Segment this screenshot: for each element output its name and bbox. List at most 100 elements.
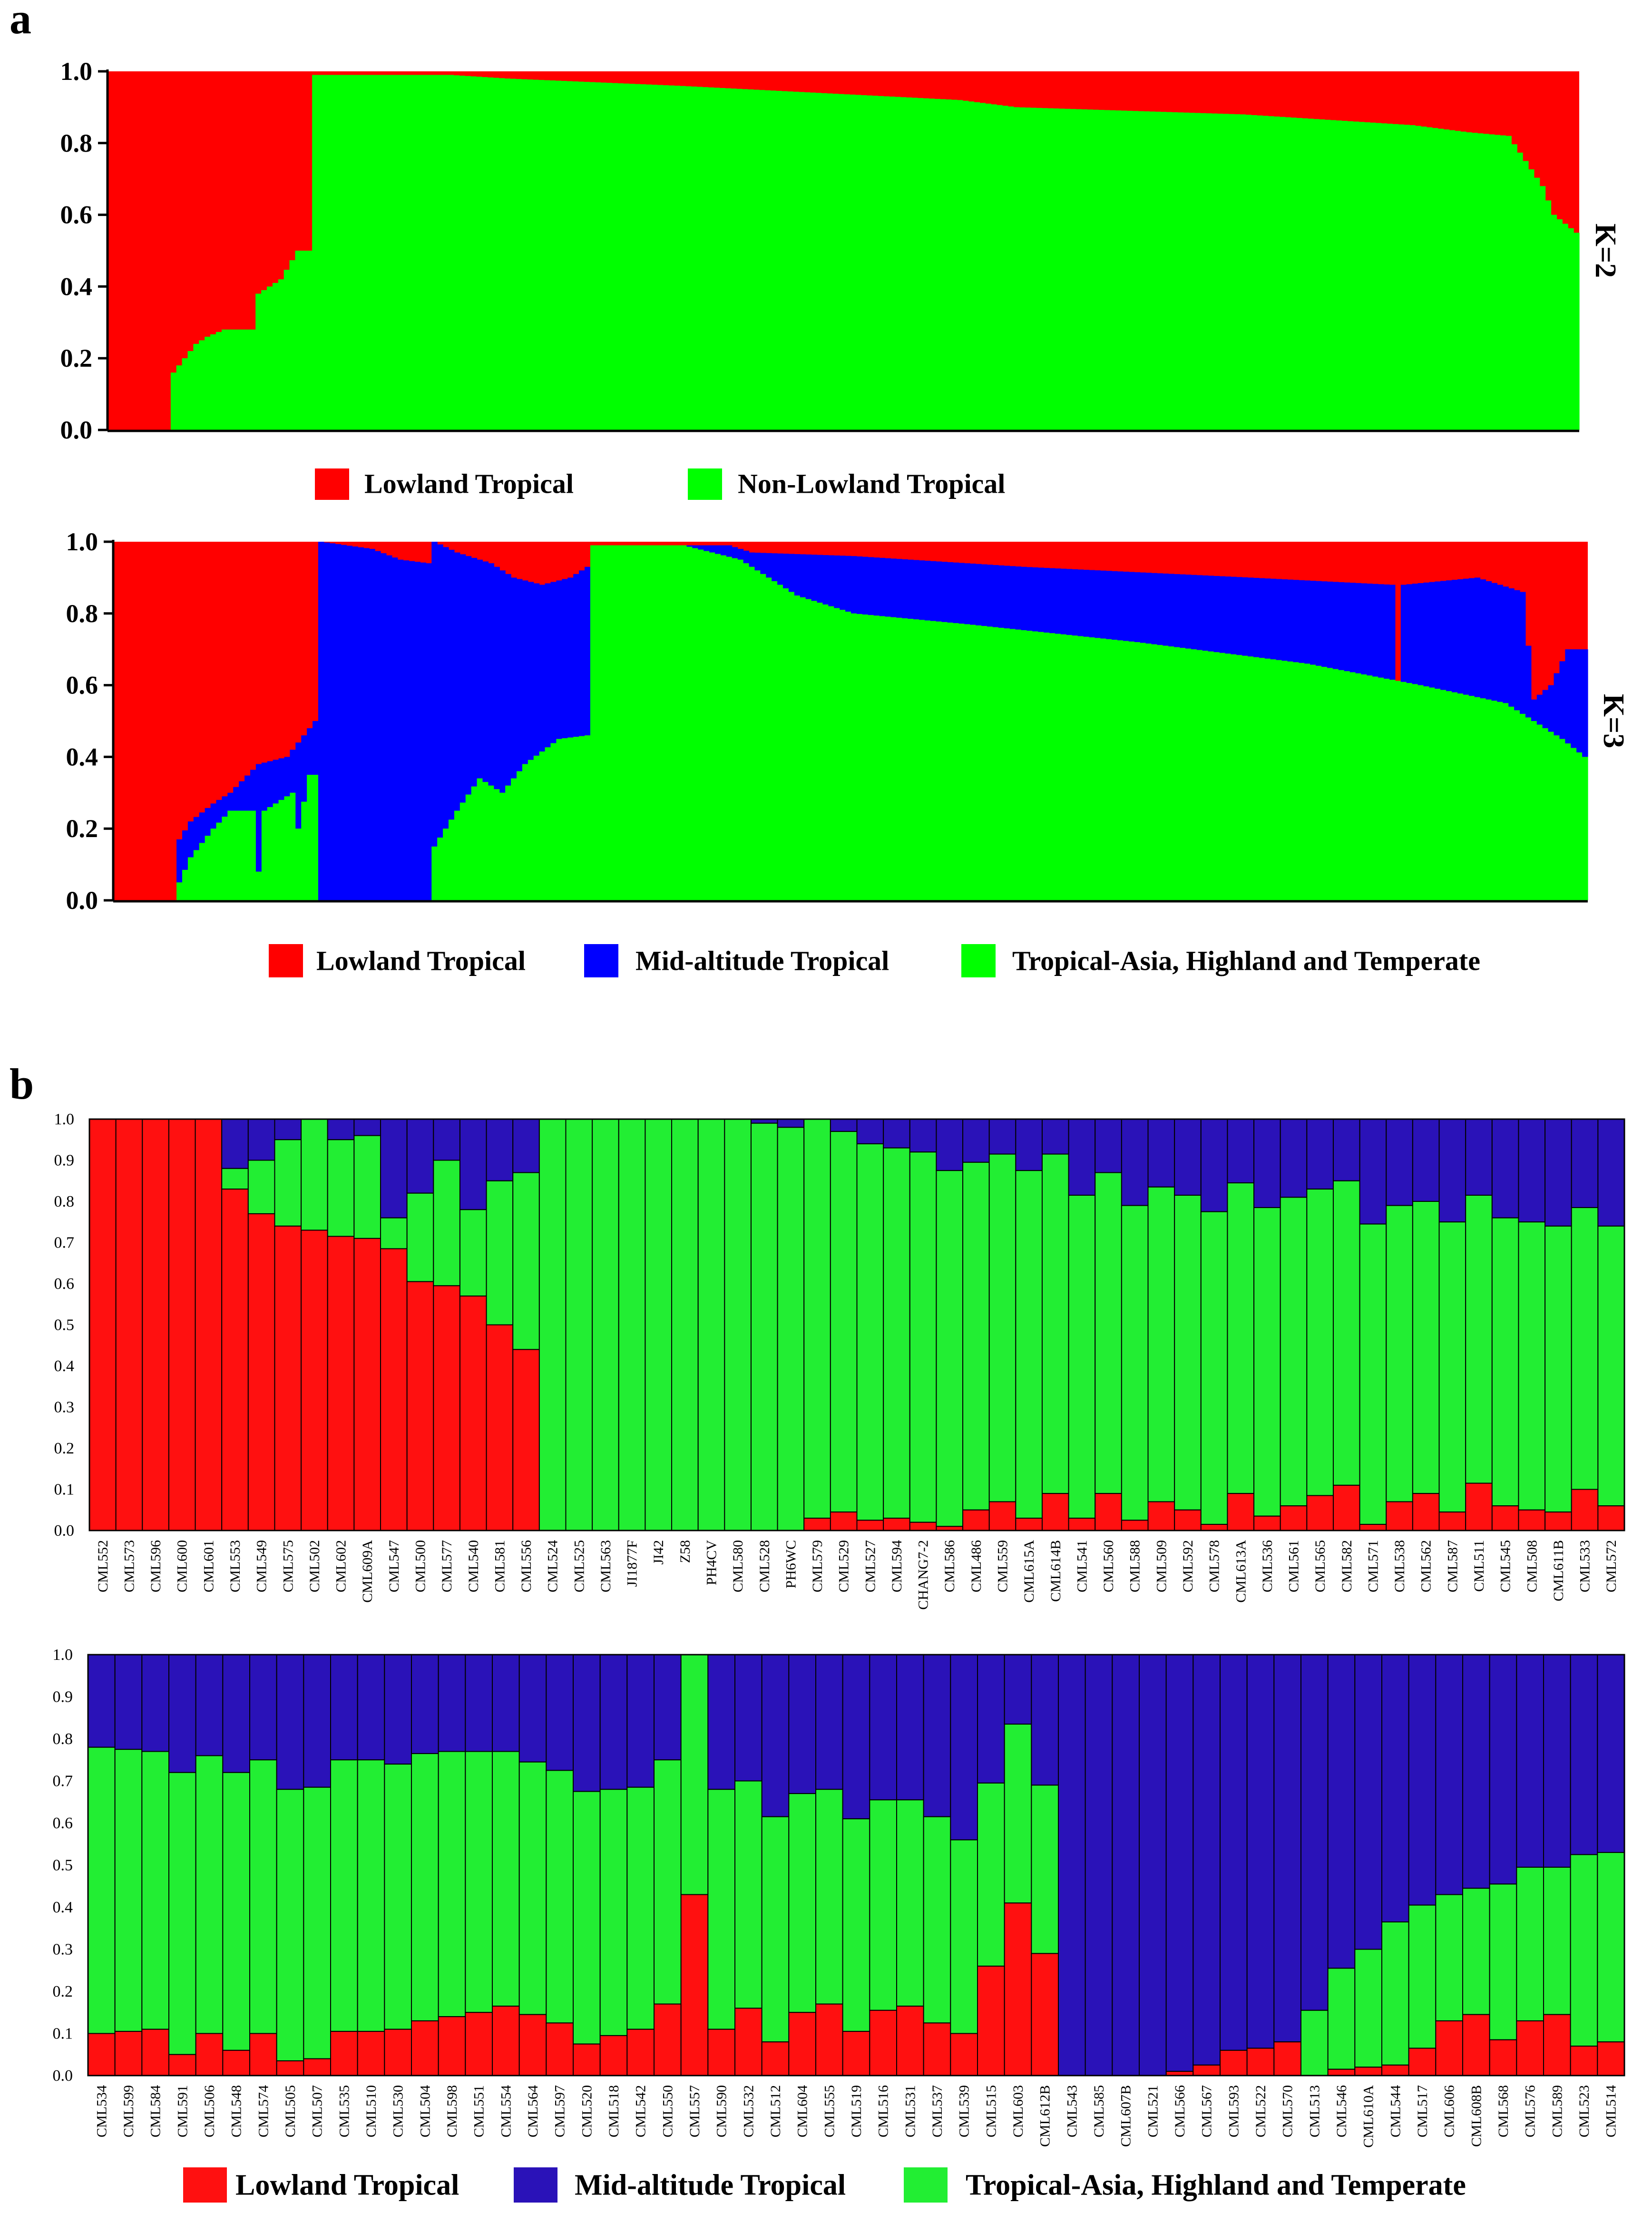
- bar-green-200: [1248, 656, 1254, 900]
- bar-blue-CML546: [1327, 1654, 1356, 1969]
- bar-blue-CML611B: [1544, 1119, 1572, 1227]
- x-tick-label: CML557: [687, 2085, 703, 2137]
- x-tick-label: CML555: [821, 2085, 837, 2137]
- bar-blue-CML606: [1435, 1654, 1464, 1895]
- bar-green-195: [1219, 653, 1226, 900]
- bar-green-227: [1400, 682, 1407, 900]
- bar-green-25: [255, 871, 262, 900]
- legend-label: Non-Lowland Tropical: [738, 468, 1005, 499]
- chart-b-top: CML552 CML573 CML596 CML600 CML601 CML553 CML5…: [54, 1111, 1625, 1610]
- bar-green-180: [1134, 642, 1141, 900]
- bar-blue-39: [335, 544, 342, 900]
- bar-blue-CML556: [512, 1119, 540, 1173]
- bar-green-121: [800, 597, 806, 900]
- bar-green-204: [1262, 116, 1269, 430]
- x-tick-label: CML596: [148, 1540, 164, 1592]
- bar-green-102: [692, 548, 698, 900]
- bar-green-237: [1449, 130, 1455, 430]
- bar-red-CML507: [303, 2058, 332, 2077]
- bar-green-250: [1523, 161, 1529, 430]
- y-tick-label: 0.9: [53, 1688, 73, 1706]
- bar-green-CML589: [1543, 1866, 1571, 2015]
- x-tick-label: CML592: [1180, 1540, 1196, 1592]
- bar-green-89: [618, 545, 625, 900]
- bar-green-CML581: [486, 1180, 514, 1326]
- bar-blue-161: [1026, 567, 1033, 631]
- bar-red-CML534: [88, 2033, 116, 2076]
- bar-green-231: [1415, 126, 1421, 430]
- bar-green-CML571: [1359, 1223, 1387, 1525]
- bar-green-163: [1038, 632, 1044, 900]
- bar-blue-211: [1310, 581, 1316, 665]
- bar-blue-CML562: [1412, 1119, 1440, 1202]
- bar-green-223: [1378, 677, 1384, 900]
- bar-blue-CML535: [330, 1654, 358, 1761]
- x-tick-label: CML528: [757, 1540, 772, 1592]
- bar-red-CML576: [1516, 2020, 1544, 2077]
- bar-green-85: [589, 82, 596, 430]
- bar-green-186: [1160, 112, 1167, 430]
- bar-green-CML536: [1253, 1207, 1281, 1517]
- bar-green-237: [1457, 693, 1464, 900]
- y-tick-label: 0.4: [53, 1899, 73, 1916]
- bar-green-69: [499, 78, 505, 430]
- bar-green-18: [216, 822, 222, 900]
- bar-green-34: [301, 251, 307, 430]
- bar-green-CML546: [1327, 1968, 1356, 2070]
- x-tick-label: CML567: [1199, 2085, 1215, 2137]
- bar-green-104: [696, 87, 703, 430]
- bar-blue-215: [1332, 582, 1339, 669]
- bar-green-246: [1500, 135, 1506, 430]
- bar-red-CML518: [599, 2035, 628, 2077]
- bar-blue-160: [1021, 566, 1027, 630]
- bar-green-214: [1327, 668, 1333, 900]
- bar-blue-CML589: [1543, 1654, 1571, 1868]
- bar-green-114: [753, 89, 760, 430]
- bar-red-CML536: [1253, 1515, 1281, 1531]
- x-tick-label: CML522: [1253, 2085, 1269, 2137]
- bar-green-30: [278, 279, 284, 430]
- bar-blue-41: [346, 546, 353, 900]
- x-tick-label: CML511: [1471, 1540, 1487, 1592]
- bar-blue-37: [323, 542, 330, 900]
- bar-blue-123: [811, 555, 818, 601]
- y-tick-label: 0.2: [60, 344, 93, 372]
- bar-blue-192: [1202, 575, 1209, 651]
- x-tick-label: CML509: [1153, 1540, 1169, 1592]
- bar-green-193: [1200, 113, 1206, 430]
- bar-blue-19: [222, 796, 228, 817]
- bar-green-257: [1571, 748, 1577, 900]
- bar-green-193: [1208, 651, 1214, 900]
- bar-green-66: [488, 785, 494, 900]
- bar-blue-227: [1400, 585, 1407, 682]
- bar-blue-CML590: [707, 1654, 735, 1790]
- bar-green-144: [930, 621, 937, 900]
- bar-green-44: [357, 75, 363, 430]
- bar-green-115: [759, 90, 765, 430]
- legend-a-k3: Lowland Tropical Mid-altitude Tropical Tro…: [269, 944, 1480, 977]
- bar-green-26: [255, 293, 262, 430]
- bar-green-JI42: [645, 1119, 673, 1531]
- x-tick-label: CML556: [518, 1540, 534, 1592]
- bar-green-CML531: [896, 1799, 924, 2007]
- bar-blue-42: [352, 546, 358, 900]
- legend-label: Mid-altitude Tropical: [635, 946, 889, 976]
- bar-blue-CML520: [573, 1654, 601, 1792]
- bar-green-CML614B: [1041, 1153, 1069, 1494]
- bar-blue-202: [1259, 578, 1265, 658]
- bar-green-192: [1194, 113, 1201, 430]
- x-tick-label: CML502: [307, 1540, 323, 1592]
- bar-red-CML529: [830, 1511, 858, 1531]
- bar-blue-50: [397, 559, 404, 900]
- bar-blue-CML577: [433, 1119, 460, 1161]
- bar-red-CML594: [883, 1518, 910, 1531]
- bar-green-CML506: [195, 1755, 224, 2034]
- bar-blue-CML574: [249, 1654, 277, 1761]
- bar-green-177: [1109, 110, 1116, 430]
- bar-green-154: [987, 626, 993, 900]
- bar-blue-66: [488, 563, 494, 786]
- bar-green-94: [640, 84, 646, 430]
- bar-green-217: [1344, 671, 1350, 900]
- bar-blue-23: [244, 775, 251, 811]
- bar-green-128: [840, 610, 846, 900]
